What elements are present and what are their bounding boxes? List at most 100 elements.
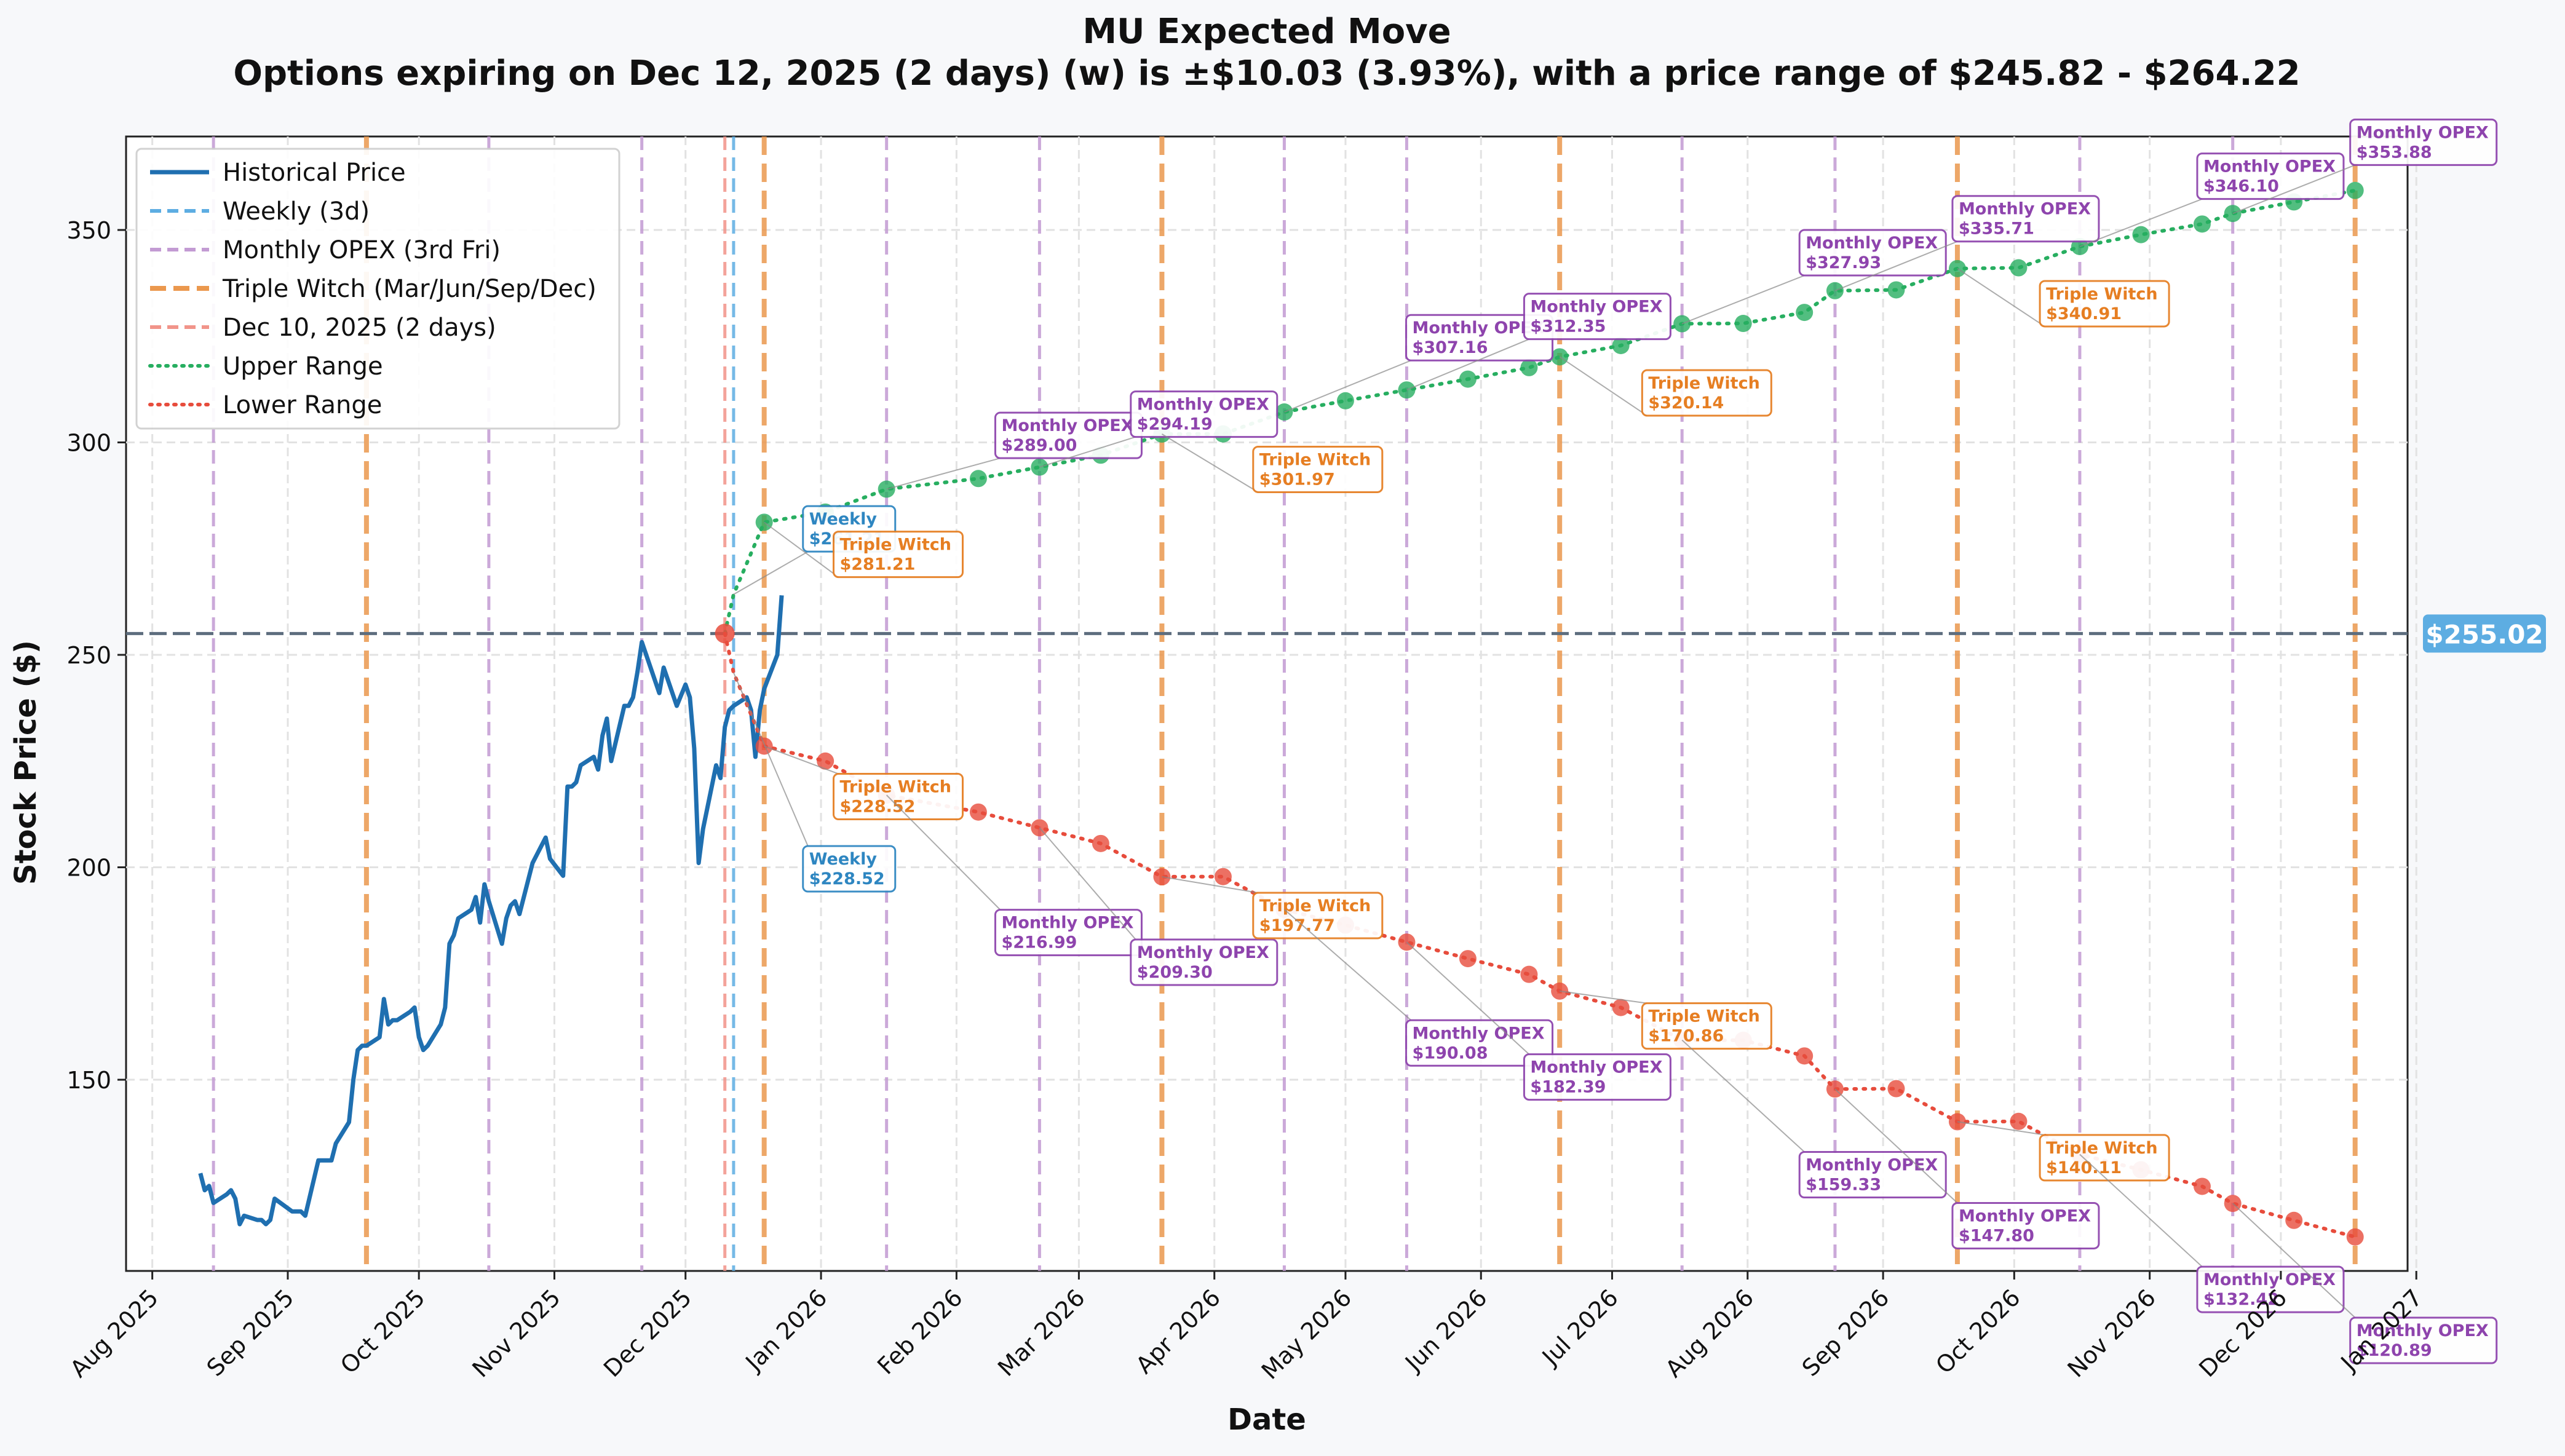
annotation-box bbox=[1951, 1201, 2100, 1249]
chart-subtitle: Options expiring on Dec 12, 2025 (2 days… bbox=[233, 53, 2300, 93]
annotation-label: Monthly OPEX bbox=[1959, 1206, 2091, 1225]
annotation-leader bbox=[1162, 876, 1258, 893]
chart-title: MU Expected Move bbox=[1082, 12, 1451, 52]
annotation-leader bbox=[1681, 275, 1805, 325]
annotation-leader bbox=[1560, 990, 1647, 1004]
annotation-value: $197.77 bbox=[1259, 916, 1335, 935]
annotation-box bbox=[832, 773, 964, 821]
annotation-box bbox=[2349, 118, 2498, 166]
annotations-layer: Weekly$261.21Triple Witch$281.21Monthly … bbox=[732, 118, 2498, 1364]
annotation-box bbox=[1523, 293, 1671, 341]
annotation-value: $320.14 bbox=[1648, 394, 1724, 413]
annotation-value: $182.39 bbox=[1530, 1078, 1606, 1097]
upper-range-point bbox=[1796, 304, 1814, 322]
annotation-leader bbox=[1681, 1039, 1805, 1153]
annotation-value: $228.52 bbox=[809, 869, 885, 888]
annotation-label: Triple Witch bbox=[2046, 285, 2158, 304]
current-price-badge-text: $255.02 bbox=[2425, 619, 2543, 649]
lower-range-point bbox=[969, 803, 987, 821]
annotation-box bbox=[1641, 1002, 1772, 1050]
lower-range-point bbox=[1459, 950, 1477, 968]
annotation-label: Monthly OPEX bbox=[2357, 123, 2489, 142]
y-axis-label: Stock Price ($) bbox=[9, 640, 43, 885]
upper-range-point bbox=[1459, 370, 1477, 388]
annotation-box bbox=[1252, 445, 1384, 493]
legend-label: Dec 10, 2025 (2 days) bbox=[223, 314, 496, 342]
annotation-label: Monthly OPEX bbox=[2203, 157, 2336, 176]
annotation-box bbox=[2039, 1134, 2170, 1182]
y-tick-label: 250 bbox=[66, 642, 111, 669]
annotation-value: $281.21 bbox=[839, 555, 915, 574]
annotation-value: $312.35 bbox=[1530, 317, 1606, 336]
annotation-label: Monthly OPEX bbox=[1137, 395, 1269, 414]
current-price-badge: $255.02 bbox=[2423, 614, 2546, 653]
legend-label: Upper Range bbox=[223, 352, 383, 381]
annotation-label: Weekly bbox=[809, 510, 878, 529]
y-tick-label: 350 bbox=[66, 217, 111, 244]
annotation-label: Triple Witch bbox=[839, 778, 951, 797]
annotation-value: $132.42 bbox=[2203, 1290, 2279, 1309]
annotation-leader bbox=[764, 745, 839, 775]
annotation-value: $301.97 bbox=[1259, 470, 1335, 489]
annotation-label: Triple Witch bbox=[839, 536, 951, 555]
annotation-leader bbox=[1283, 909, 1412, 1021]
annotation-leader bbox=[1039, 436, 1136, 468]
annotation-leader bbox=[1834, 240, 1958, 291]
annotation-leader bbox=[764, 521, 839, 578]
lower-range-point bbox=[1520, 965, 1538, 983]
annotation-value: $228.52 bbox=[839, 797, 915, 817]
legend-label: Weekly (3d) bbox=[223, 197, 370, 226]
upper-range-point bbox=[2346, 181, 2364, 199]
annotation-label: Triple Witch bbox=[2046, 1139, 2158, 1158]
annotation-leader bbox=[1039, 827, 1136, 940]
lower-range-point bbox=[2010, 1112, 2028, 1130]
annotation-box bbox=[2196, 1265, 2345, 1313]
annotation-label: Monthly OPEX bbox=[1530, 1058, 1662, 1077]
annotation-value: $327.93 bbox=[1806, 253, 1881, 272]
upper-range-point bbox=[969, 470, 987, 488]
annotation-label: Triple Witch bbox=[1648, 374, 1760, 393]
annotation-box bbox=[994, 909, 1143, 957]
annotation-value: $140.11 bbox=[2046, 1158, 2122, 1177]
annotation-box bbox=[1405, 1019, 1554, 1067]
legend-label: Lower Range bbox=[223, 391, 382, 419]
upper-range-point bbox=[2193, 215, 2211, 233]
annotation-label: Monthly OPEX bbox=[2203, 1270, 2336, 1289]
annotation-box bbox=[1798, 1151, 1947, 1199]
annotation-box bbox=[832, 531, 964, 579]
annotation-label: Monthly OPEX bbox=[1001, 416, 1133, 435]
annotation-value: $209.30 bbox=[1137, 963, 1213, 982]
annotation-box bbox=[1641, 369, 1772, 417]
annotation-box bbox=[2349, 1316, 2498, 1364]
legend: Historical Price Weekly (3d) Monthly OPEX … bbox=[135, 148, 620, 430]
lower-range-point bbox=[1214, 868, 1232, 885]
annotation-value: $335.71 bbox=[1959, 220, 2034, 239]
upper-range-point bbox=[1612, 336, 1630, 354]
annotation-label: Monthly OPEX bbox=[1806, 234, 1938, 253]
current-price-point bbox=[715, 623, 735, 644]
upper-range-point bbox=[2010, 259, 2028, 277]
annotation-box bbox=[802, 845, 897, 893]
annotation-box bbox=[1523, 1053, 1671, 1101]
upper-range-point bbox=[2132, 226, 2150, 243]
annotation-value: $120.89 bbox=[2357, 1341, 2432, 1360]
upper-range-point bbox=[1734, 315, 1752, 333]
annotation-value: $340.91 bbox=[2046, 304, 2122, 323]
annotation-leader bbox=[1284, 360, 1411, 413]
annotation-label: Triple Witch bbox=[1259, 896, 1371, 916]
annotation-box bbox=[1130, 390, 1279, 438]
annotation-leader bbox=[2079, 198, 2203, 247]
annotation-leader bbox=[1834, 1088, 1958, 1204]
annotation-label: Weekly bbox=[809, 850, 878, 869]
annotation-value: $346.10 bbox=[2203, 177, 2279, 196]
annotation-leader bbox=[1406, 338, 1529, 391]
lower-range-point bbox=[1887, 1080, 1905, 1098]
annotation-value: $216.99 bbox=[1001, 933, 1077, 952]
annotation-box bbox=[2039, 280, 2170, 328]
annotation-label: Monthly OPEX bbox=[1806, 1156, 1938, 1175]
annotation-leader bbox=[2232, 164, 2356, 215]
upper-range-point bbox=[1887, 281, 1905, 299]
legend-box bbox=[135, 148, 620, 430]
legend-label: Monthly OPEX (3rd Fri) bbox=[223, 236, 501, 264]
